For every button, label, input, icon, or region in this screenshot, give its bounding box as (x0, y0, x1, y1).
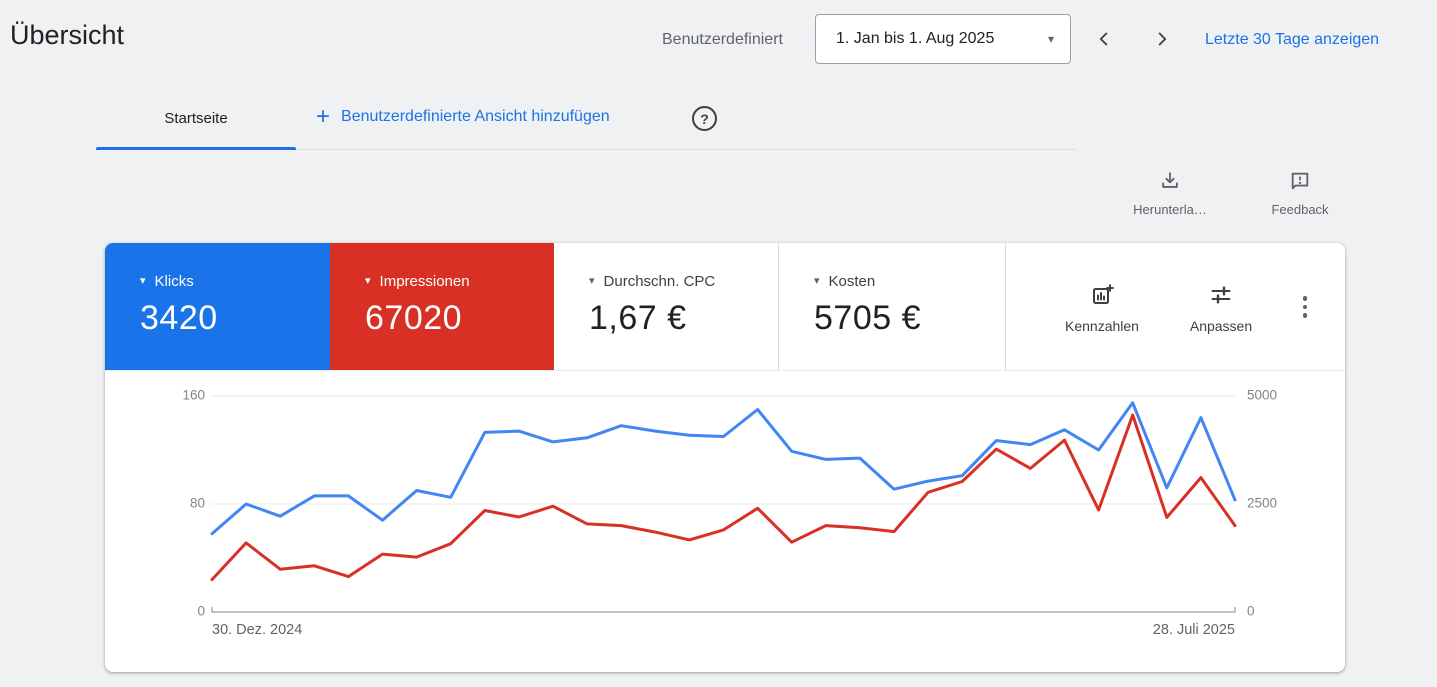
chart-tools: Kennzahlen Anpassen (1006, 243, 1345, 370)
scorecard-klicks[interactable]: ▾ Klicks 3420 (105, 243, 330, 370)
klicks-line (210, 401, 1237, 536)
more-options-kebab-icon[interactable] (1294, 285, 1316, 329)
scorecard-label: Impressionen (379, 273, 470, 290)
chevron-left-icon (1093, 28, 1115, 53)
caret-down-icon: ▾ (365, 275, 371, 287)
help-icon[interactable]: ? (692, 106, 717, 131)
caret-down-icon: ▾ (814, 275, 820, 287)
plus-icon: + (316, 103, 331, 130)
left-axis-tick-160: 160 (182, 388, 205, 403)
scorecard-impressionen[interactable]: ▾ Impressionen 67020 (330, 243, 554, 370)
scorecard-value: 5705 € (814, 299, 921, 337)
scorecard-label: Klicks (154, 273, 194, 290)
timeseries-chart[interactable]: 160 80 0 5000 2500 0 30. Dez. 2024 28. J… (105, 371, 1345, 672)
impressionen-line (210, 413, 1237, 582)
tune-sliders-icon (1209, 283, 1233, 310)
scorecard-cpc[interactable]: ▾ Durchschn. CPC 1,67 € (554, 243, 779, 370)
chevron-right-icon (1151, 28, 1173, 53)
kennzahlen-label: Kennzahlen (1065, 317, 1139, 334)
anpassen-label: Anpassen (1189, 317, 1253, 334)
scorecard-value: 67020 (365, 299, 463, 337)
next-period-button[interactable] (1146, 24, 1178, 56)
date-preset-label: Benutzerdefiniert (662, 31, 783, 48)
add-custom-view-label: Benutzerdefinierte Ansicht hinzufügen (341, 108, 610, 125)
chevron-down-icon: ▾ (1047, 32, 1054, 46)
right-axis-tick-5000: 5000 (1247, 388, 1277, 403)
add-custom-view-button[interactable]: + Benutzerdefinierte Ansicht hinzufügen (316, 105, 610, 129)
date-range-value: 1. Jan bis 1. Aug 2025 (836, 30, 995, 47)
anpassen-button[interactable]: Anpassen (1161, 273, 1281, 343)
scorecard-value: 1,67 € (589, 299, 687, 337)
right-axis-tick-0: 0 (1247, 604, 1255, 619)
kennzahlen-button[interactable]: Kennzahlen (1042, 273, 1162, 343)
feedback-label: Feedback (1271, 202, 1329, 217)
tab-startseite[interactable]: Startseite (164, 110, 228, 127)
x-axis-line (211, 607, 1236, 613)
scorecard-label: Durchschn. CPC (603, 273, 716, 290)
download-label: Herunterla… (1133, 202, 1207, 217)
active-tab-underline (96, 147, 296, 150)
download-button[interactable]: Herunterla… (1118, 170, 1222, 217)
download-icon (1159, 170, 1181, 195)
feedback-button[interactable]: Feedback (1248, 170, 1352, 217)
scorecard-cpc-selector[interactable]: ▾ Durchschn. CPC (589, 273, 715, 290)
scorecard-kosten[interactable]: ▾ Kosten 5705 € (779, 243, 1006, 370)
x-axis-label-end: 28. Juli 2025 (1153, 622, 1235, 638)
feedback-icon (1289, 170, 1311, 195)
left-axis-tick-80: 80 (190, 496, 205, 511)
scorecard-value: 3420 (140, 299, 218, 337)
scorecard-klicks-selector[interactable]: ▾ Klicks (140, 273, 194, 290)
overview-card: ▾ Klicks 3420 ▾ Impressionen 67020 ▾ Dur… (105, 243, 1345, 672)
metrics-chart-icon (1090, 283, 1114, 310)
left-axis-tick-0: 0 (197, 604, 205, 619)
scorecard-kosten-selector[interactable]: ▾ Kosten (814, 273, 875, 290)
caret-down-icon: ▾ (140, 275, 146, 287)
right-axis-tick-2500: 2500 (1247, 496, 1277, 511)
prev-period-button[interactable] (1088, 24, 1120, 56)
date-range-picker[interactable]: 1. Jan bis 1. Aug 2025 ▾ (815, 14, 1071, 64)
tab-divider (296, 149, 1076, 150)
scorecard-row: ▾ Klicks 3420 ▾ Impressionen 67020 ▾ Dur… (105, 243, 1345, 371)
page-title: Übersicht (10, 20, 125, 50)
last-30-days-link[interactable]: Letzte 30 Tage anzeigen (1205, 31, 1380, 48)
scorecard-impressionen-selector[interactable]: ▾ Impressionen (365, 273, 470, 290)
x-axis-label-start: 30. Dez. 2024 (212, 622, 302, 638)
scorecard-label: Kosten (828, 273, 876, 290)
caret-down-icon: ▾ (589, 275, 595, 287)
